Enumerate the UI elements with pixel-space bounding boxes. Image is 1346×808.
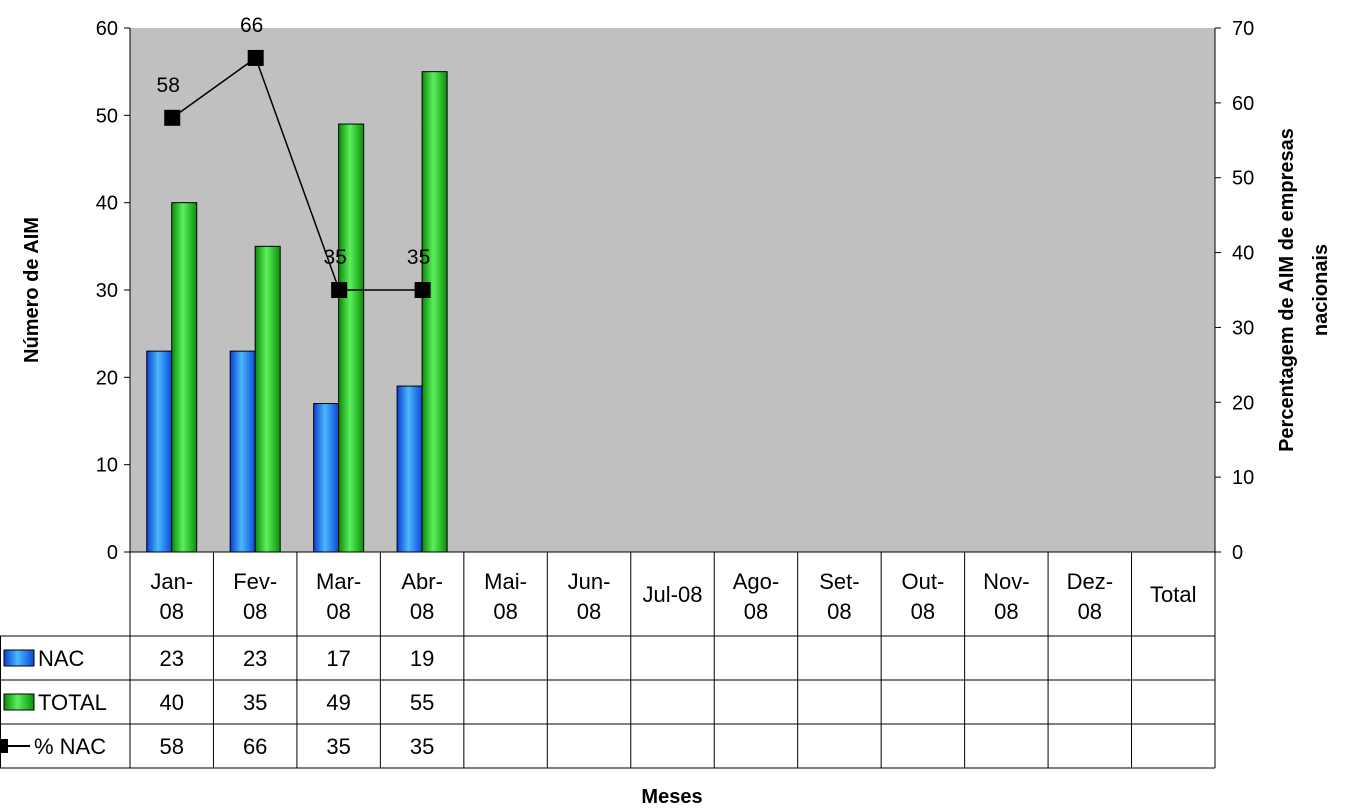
x-tick-label: Jul-08	[643, 582, 703, 607]
x-tick-label: Set-	[819, 569, 859, 594]
line-marker	[414, 282, 431, 298]
x-tick-label: 08	[911, 599, 935, 624]
x-tick-label: Ago-	[733, 569, 779, 594]
x-tick-label: Nov-	[983, 569, 1029, 594]
bar-nac	[313, 403, 340, 553]
line-pct-nac	[171, 56, 423, 291]
line-data-label: 66	[240, 14, 263, 37]
bar-nac	[146, 350, 173, 553]
x-tick-label: 08	[994, 599, 1018, 624]
line-data-label: 58	[157, 74, 180, 97]
x-tick-label: Total	[1150, 582, 1196, 607]
x-tick-label: Jun-	[568, 569, 611, 594]
x-tick-label: Fev-	[233, 569, 277, 594]
x-tick-label: 08	[326, 599, 350, 624]
x-tick-label: 08	[744, 599, 768, 624]
table-cell-value: 19	[410, 646, 434, 671]
bar-total	[338, 123, 365, 553]
line-marker	[164, 109, 181, 126]
table-cell-value: 35	[243, 690, 267, 715]
y-tick-label: 60	[96, 18, 118, 40]
line-data-label: 35	[323, 246, 346, 269]
legend-label: TOTAL	[38, 690, 107, 715]
y-tick-label: 10	[96, 455, 118, 477]
table-cell-value: 23	[159, 646, 183, 671]
x-tick-label: Out-	[901, 569, 944, 594]
bar-total	[171, 202, 198, 553]
bar-nac	[229, 350, 256, 553]
bar-nac	[396, 385, 423, 553]
y-right-tick-label: 60	[1232, 93, 1254, 115]
table-cell-value: 55	[410, 690, 434, 715]
bar-total	[254, 245, 281, 553]
x-tick-label: 08	[410, 599, 434, 624]
y-right-tick-label: 10	[1232, 467, 1254, 489]
x-tick-label: 08	[243, 599, 267, 624]
x-tick-label: Jan-	[150, 569, 193, 594]
legend-key-marker	[0, 739, 8, 753]
y-tick-label: 20	[96, 367, 118, 389]
table-cell-value: 23	[243, 646, 267, 671]
y-axis-title: Número de AIM	[21, 217, 43, 363]
x-axis-title: Meses	[641, 786, 702, 808]
y-right-tick-label: 0	[1232, 542, 1243, 564]
y-tick-label: 0	[107, 542, 118, 564]
y-tick-label: 50	[96, 105, 118, 127]
x-tick-label: 08	[493, 599, 517, 624]
bar-total	[421, 71, 448, 553]
table-cell-value: 58	[159, 734, 183, 759]
table-cell-value: 17	[326, 646, 350, 671]
y-right-tick-label: 40	[1232, 243, 1254, 265]
line-marker	[247, 49, 264, 66]
y-right-axis-title: nacionais	[1310, 244, 1332, 336]
x-tick-label: 08	[827, 599, 851, 624]
x-tick-label: 08	[1078, 599, 1102, 624]
y-tick-label: 40	[96, 193, 118, 215]
x-tick-label: Mai-	[484, 569, 527, 594]
plot-area	[130, 28, 1215, 552]
table-cell-value: 35	[410, 734, 434, 759]
y-right-tick-label: 50	[1232, 168, 1254, 190]
x-tick-label: 08	[577, 599, 601, 624]
y-tick-label: 30	[96, 280, 118, 302]
y-right-tick-label: 70	[1232, 18, 1254, 40]
y-right-axis-title: Percentagem de AIM de empresas	[1276, 128, 1298, 452]
table-cell-value: 35	[326, 734, 350, 759]
x-tick-label: Mar-	[316, 569, 361, 594]
y-right-tick-label: 20	[1232, 392, 1254, 414]
legend-key-nac	[3, 649, 35, 667]
line-data-label: 35	[407, 246, 430, 269]
x-tick-label: Abr-	[401, 569, 443, 594]
y-right-tick-label: 30	[1232, 317, 1254, 339]
legend-label: NAC	[38, 646, 85, 671]
table-cell-value: 49	[326, 690, 350, 715]
legend-label: % NAC	[34, 734, 106, 759]
legend-key-total	[3, 693, 35, 711]
x-tick-label: Dez-	[1067, 569, 1113, 594]
line-marker	[331, 282, 348, 298]
table-cell-value: 66	[243, 734, 267, 759]
table-cell-value: 40	[159, 690, 183, 715]
x-tick-label: 08	[159, 599, 183, 624]
